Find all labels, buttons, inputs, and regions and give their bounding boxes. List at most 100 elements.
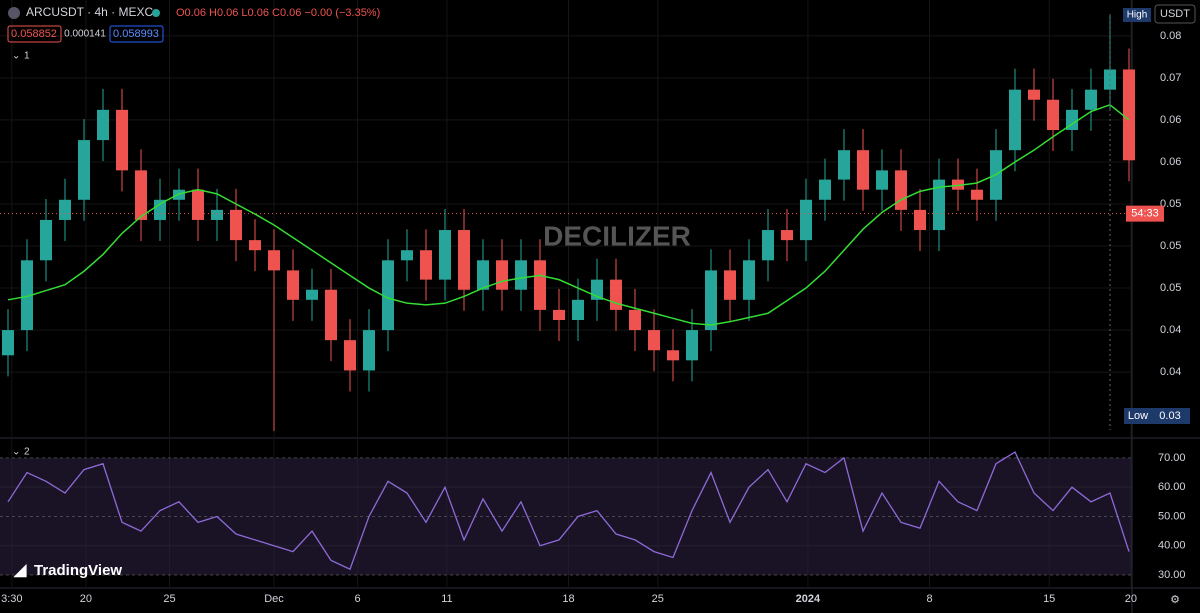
symbol: ARCUSDT · 4h · MEXC [26, 5, 153, 19]
countdown: 54:33 [1131, 208, 1159, 220]
candle-body [572, 299, 584, 320]
settings-icon[interactable]: ⚙ [1170, 594, 1180, 606]
currency: USDT [1160, 8, 1190, 20]
candle-body [325, 289, 337, 341]
candle-body [610, 279, 622, 310]
candle-body [59, 199, 71, 220]
candle-body [2, 330, 14, 356]
candle-body [268, 250, 280, 271]
y-tick-label: 0.05 [1160, 198, 1181, 210]
bid: 0.058852 [11, 28, 57, 40]
watermark: DECILIZER [543, 220, 691, 251]
y-tick-label: 60.00 [1158, 481, 1186, 493]
y-tick-label: 40.00 [1158, 540, 1186, 552]
candle-body [477, 260, 489, 290]
candle-body [21, 260, 33, 331]
candle-body [40, 219, 52, 261]
x-tick-label: 20 [1125, 593, 1137, 605]
candle-body [952, 179, 964, 190]
x-tick-label: 20 [80, 593, 92, 605]
x-tick-label: 2024 [796, 593, 821, 605]
candle-body [496, 260, 508, 290]
status-dot [152, 9, 160, 17]
candle-body [838, 150, 850, 180]
candle-body [458, 230, 470, 290]
candle-body [420, 250, 432, 280]
x-tick-label: 25 [163, 593, 175, 605]
x-tick-label: Dec [264, 593, 284, 605]
high-label: High [1127, 10, 1148, 21]
candle-body [97, 109, 109, 141]
x-tick-label: 18 [562, 593, 574, 605]
candle-body [534, 260, 546, 310]
candle-body [1009, 89, 1021, 151]
candle-body [344, 340, 356, 371]
candle-body [1047, 99, 1059, 131]
ask-box[interactable] [109, 25, 164, 43]
rsi-line [7, 451, 1130, 571]
candle-body [211, 209, 223, 220]
candle-body [515, 260, 527, 290]
y-tick-label: 0.04 [1160, 366, 1181, 378]
y-tick-label: 0.05 [1160, 240, 1181, 252]
candle-body [287, 270, 299, 300]
candle-body [1066, 109, 1078, 131]
pane-label[interactable]: ⌄ [12, 447, 20, 458]
y-tick-label: 0.04 [1160, 324, 1181, 336]
candle-body [1028, 89, 1040, 100]
low-value: 0.03 [1159, 410, 1180, 422]
candle-body [724, 270, 736, 300]
candle-body [230, 209, 242, 241]
y-tick-label: 0.06 [1160, 156, 1181, 168]
low-label: Low [1128, 410, 1148, 422]
candle-body [439, 230, 451, 280]
y-tick-label: 70.00 [1158, 452, 1186, 464]
x-tick-label: 25 [652, 593, 664, 605]
y-tick-label: 30.00 [1158, 569, 1186, 581]
x-tick-label: 11 [441, 593, 452, 605]
candle-body [135, 170, 147, 220]
candle-body [401, 250, 413, 261]
candle-body [1123, 69, 1135, 161]
candle-body [686, 330, 698, 361]
candle-body [382, 260, 394, 331]
candle-body [819, 179, 831, 200]
candle-body [743, 260, 755, 300]
candle-body [762, 230, 774, 261]
candle-body [971, 189, 983, 200]
bid-box[interactable] [7, 25, 62, 43]
candle-body [648, 330, 660, 351]
candle-body [629, 309, 641, 331]
candle-body [553, 309, 565, 320]
ask: 0.058993 [113, 28, 159, 40]
x-tick-label: 8 [926, 593, 932, 605]
y-tick-label: 0.05 [1160, 282, 1181, 294]
candle-body [192, 189, 204, 220]
symbol-icon [8, 7, 20, 19]
candle-body [363, 330, 375, 371]
candle-body [914, 209, 926, 231]
candle-body [933, 179, 945, 231]
ohlc: O0.06 H0.06 L0.06 C0.06 −0.00 (−3.35%) [176, 7, 380, 19]
pane-2: 2 [24, 447, 30, 458]
x-tick-label: 6 [355, 593, 361, 605]
candle-body [876, 170, 888, 190]
currency-button[interactable] [1154, 4, 1196, 24]
candle-body [895, 170, 907, 210]
plot [0, 0, 1135, 588]
candle-body [705, 270, 717, 331]
candle-body [154, 199, 166, 220]
x-tick-label: 15 [1043, 593, 1055, 605]
x-tick-label: 3:30 [1, 593, 22, 605]
y-tick-label: 0.08 [1160, 30, 1181, 42]
moving-average [7, 103, 1130, 326]
y-tick-label: 0.07 [1160, 72, 1181, 84]
y-tick-label: 50.00 [1158, 510, 1186, 522]
brand-logo: ◢ [13, 562, 27, 579]
pane-label[interactable]: ⌄ [12, 51, 20, 62]
candle-body [800, 199, 812, 241]
low-box [1124, 408, 1190, 424]
pane-1: 1 [24, 51, 30, 62]
candle-body [306, 289, 318, 300]
